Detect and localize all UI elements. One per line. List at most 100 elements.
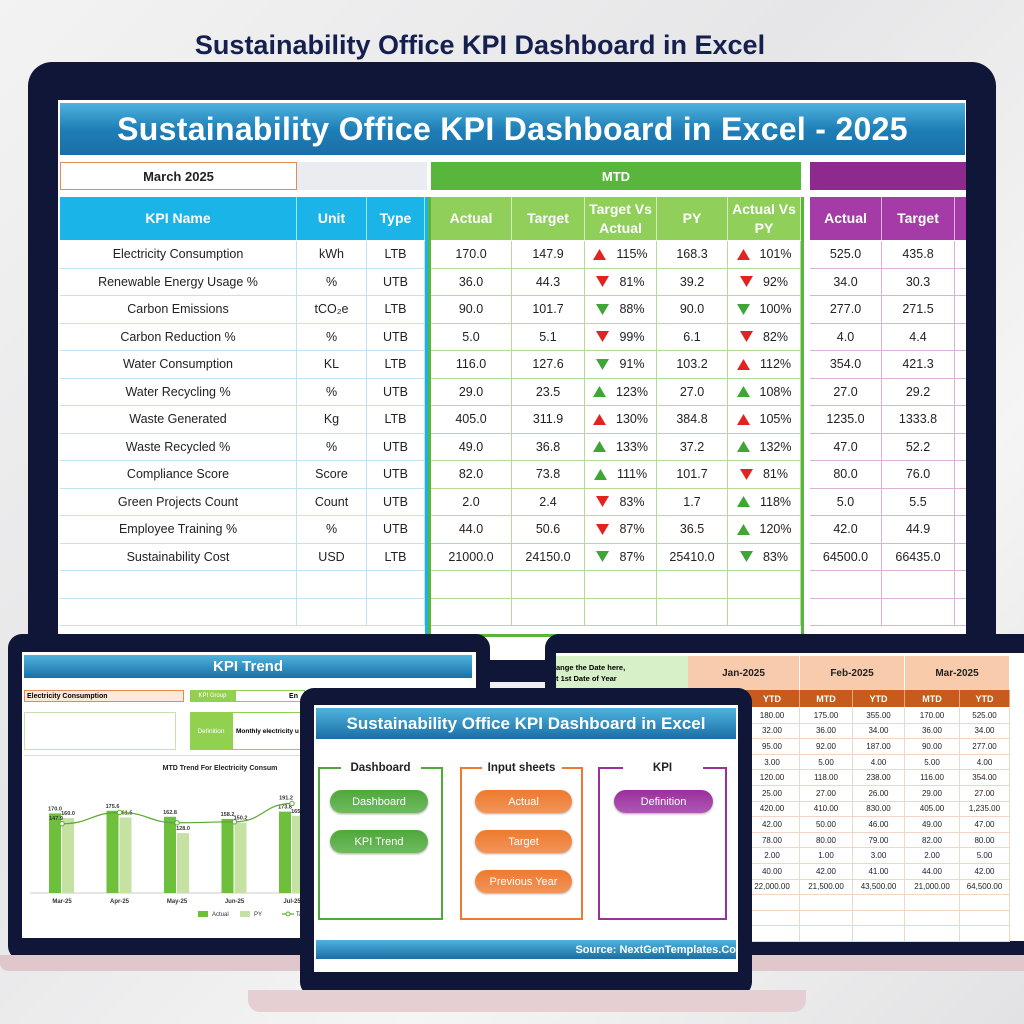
table-cell: 101.7 [512, 296, 585, 324]
input-cell: 5.00 [960, 848, 1010, 864]
table-cell [367, 598, 425, 626]
arrow-shape [739, 468, 753, 480]
nav-button[interactable]: Target [475, 830, 572, 853]
definition-area [24, 712, 176, 750]
nav-button[interactable]: Definition [614, 790, 713, 813]
input-cell: 92.00 [800, 739, 853, 755]
arrow-shape [596, 276, 610, 288]
table-cell [512, 571, 585, 599]
nav-button[interactable]: Dashboard [330, 790, 428, 813]
arrow-down [736, 303, 750, 315]
input-cell: 175.00 [800, 708, 853, 724]
input-cell: 5.00 [800, 754, 853, 771]
table-cell: 81% [585, 268, 657, 296]
table-cell [657, 571, 728, 599]
cell-text: 101.7 [532, 302, 564, 317]
cell-text: LTB [384, 412, 407, 427]
input-cell: 238.00 [853, 770, 905, 786]
nav-button[interactable]: KPI Trend [330, 830, 428, 853]
column-header: Target Vs Actual [585, 197, 657, 240]
arrow-down [739, 276, 753, 288]
table-cell: % [297, 268, 367, 296]
input-cell: 78.00 [745, 832, 800, 849]
cell-text: 27.0 [679, 384, 705, 399]
table-cell: 168.3 [657, 241, 728, 269]
cell-text: 5.5 [909, 494, 927, 509]
note-text: ange the Date here, [556, 663, 626, 672]
input-cell: 170.00 [905, 708, 960, 724]
table-cell: 1333.8 [882, 406, 955, 434]
table-cell: 81% [728, 461, 801, 489]
cell-text: 36.8 [535, 439, 561, 454]
cell-text: Renewable Energy Usage % [98, 274, 258, 289]
cell-text: 37.2 [679, 439, 705, 454]
table-cell: 384.8 [657, 406, 728, 434]
arrow-down [739, 551, 753, 563]
table-cell: Waste Generated [60, 406, 297, 434]
table-cell: Water Recycling % [60, 378, 297, 406]
input-cell: 34.00 [960, 723, 1010, 740]
table-cell: 5.0 [431, 323, 512, 351]
cell-text: 83% [619, 494, 645, 509]
table-cell: 101.7 [657, 461, 728, 489]
subheader: MTD [800, 690, 853, 707]
nav-title: Sustainability Office KPI Dashboard in E… [316, 708, 736, 739]
table-cell: 42.0 [810, 516, 882, 544]
cell-text: 112% [759, 357, 792, 372]
subheader: YTD [745, 690, 800, 707]
table-cell: 133% [585, 433, 657, 461]
definition-label: Definition [190, 712, 232, 750]
table-cell: 73.8 [512, 461, 585, 489]
table-cell [585, 598, 657, 626]
cell-text: Compliance Score [126, 467, 230, 482]
arrow-shape [739, 551, 753, 563]
cell-text: USD [318, 549, 345, 564]
cell-text: 73.8 [535, 467, 561, 482]
group-label: Input sheets [481, 760, 562, 776]
cell-text: LTB [384, 247, 407, 262]
input-cell [853, 910, 905, 927]
table-cell: 83% [585, 488, 657, 516]
table-cell: 52.2 [882, 433, 955, 461]
input-cell: 25.00 [745, 786, 800, 802]
input-cell: 116.00 [905, 770, 960, 786]
cell-text: 44.9 [905, 522, 931, 537]
arrow-down [596, 358, 610, 370]
table-cell: 91% [585, 351, 657, 379]
left-border [425, 197, 428, 637]
cell-text: UTB [383, 467, 408, 482]
cell-text: Water Consumption [123, 357, 233, 372]
cell-text: 23.5 [535, 384, 561, 399]
table-cell: LTB [367, 241, 425, 269]
table-cell [955, 241, 966, 269]
cell-text: 123% [616, 384, 648, 399]
input-cell: 420.00 [745, 801, 800, 818]
subheader: YTD [960, 690, 1010, 707]
cell-text: 1.7 [683, 494, 701, 509]
input-cell: 36.00 [905, 723, 960, 740]
cell-text: 64500.0 [822, 549, 869, 564]
input-cell: 525.00 [960, 708, 1010, 724]
cell-text: UTB [383, 439, 408, 454]
cell-text: Water Recycling % [125, 384, 231, 399]
nav-button[interactable]: Previous Year [475, 870, 572, 893]
table-cell: 99% [585, 323, 657, 351]
input-cell: 43,500.00 [853, 879, 905, 896]
cell-text: 133% [616, 439, 648, 454]
table-cell: 100% [728, 296, 801, 324]
table-cell: 83% [728, 543, 801, 571]
nav-button[interactable]: Actual [475, 790, 572, 813]
cell-text: 27.0 [833, 384, 858, 399]
table-cell: 47.0 [810, 433, 882, 461]
table-cell: Kg [297, 406, 367, 434]
input-cell: 3.00 [745, 754, 800, 771]
table-cell: Score [297, 461, 367, 489]
arrow-up [736, 523, 750, 535]
cell-text: 127.6 [532, 357, 564, 372]
table-cell: 82% [728, 323, 801, 351]
table-cell: Carbon Reduction % [60, 323, 297, 351]
table-cell [955, 269, 966, 296]
cell-text: 525.0 [829, 247, 862, 262]
cell-text: 49.0 [458, 439, 484, 454]
table-cell: 36.8 [512, 433, 585, 461]
